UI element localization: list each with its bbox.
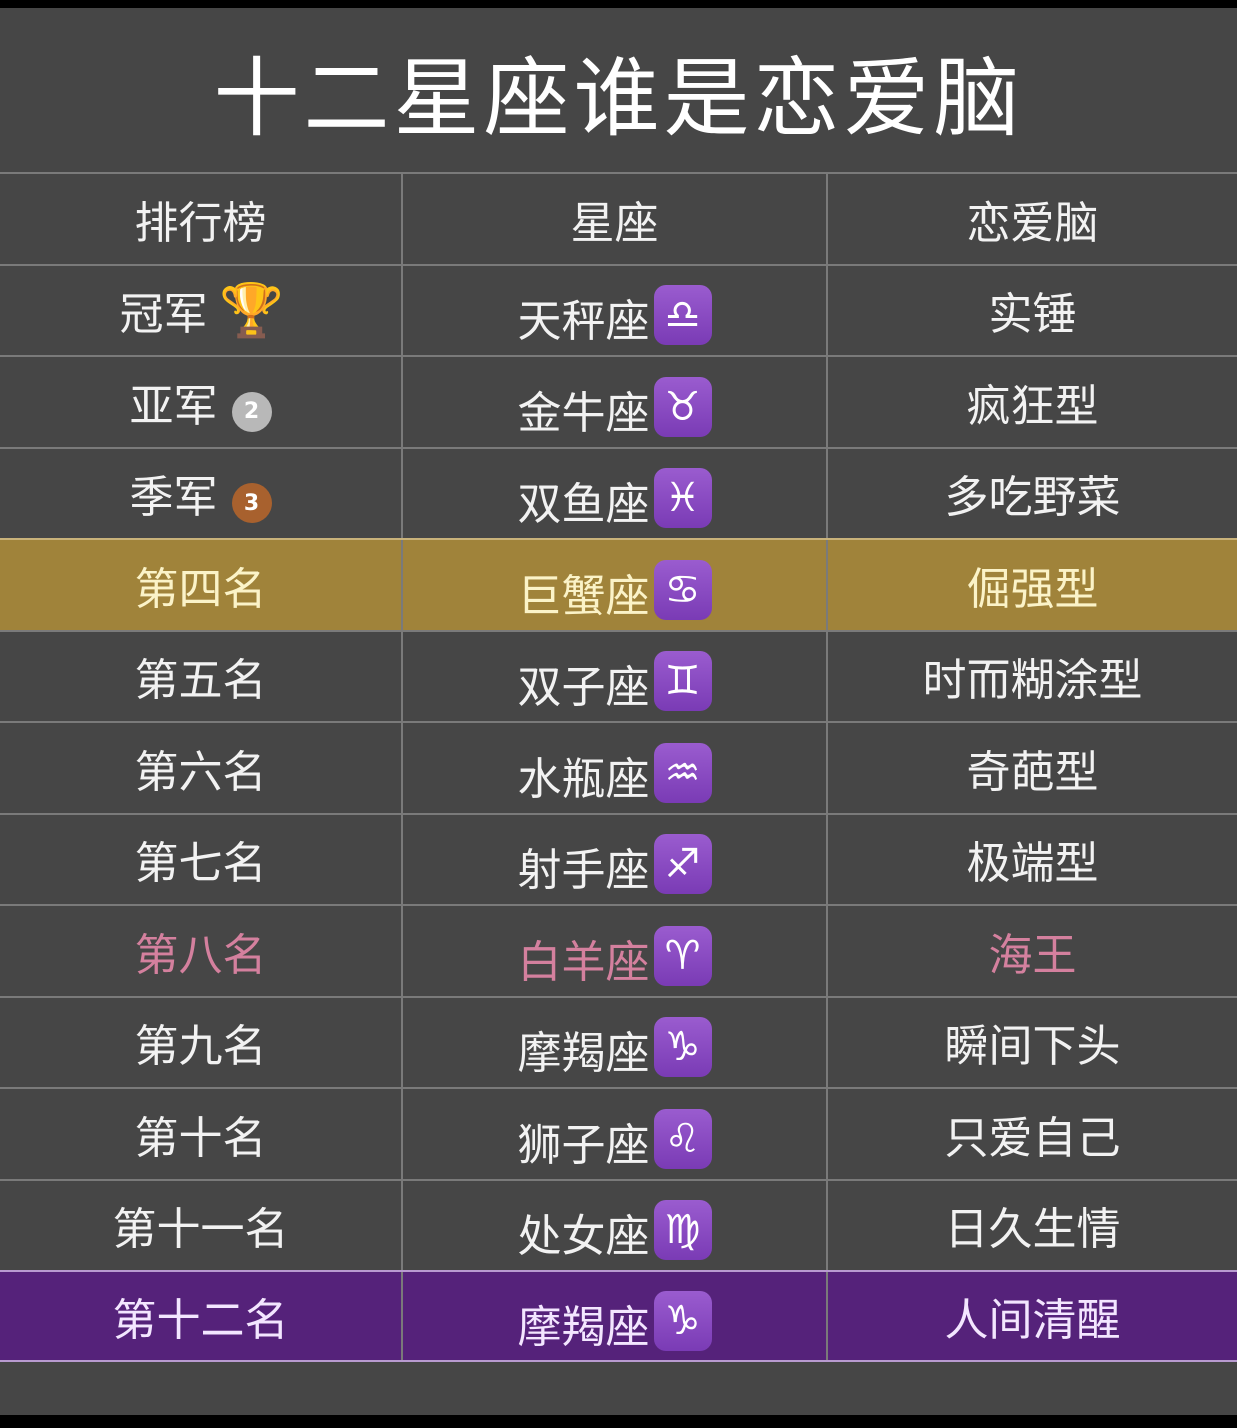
rank-label: 第十一名 (112, 1204, 289, 1256)
sign-label: 处女座 (517, 1211, 650, 1263)
zodiac-symbol-icon: ♐ (653, 834, 712, 895)
sign-cell: 金牛座 ♉ (403, 357, 828, 447)
rank-cell: 第十名 (0, 1089, 403, 1179)
silver-medal-icon: 2 (231, 391, 272, 432)
zodiac-symbol-icon: ♓ (653, 468, 712, 529)
sign-cell: 白羊座 ♈ (403, 906, 828, 996)
sign-label: 水瓶座 (517, 753, 650, 805)
table-row: 冠军 🏆 天秤座 ♎ 实锤 (0, 263, 1237, 355)
sign-label: 巨蟹座 (517, 570, 650, 622)
sign-cell: 巨蟹座 ♋ (403, 540, 828, 630)
rank-cell: 季军 3 (0, 448, 403, 538)
rank-label: 第十名 (134, 1112, 267, 1164)
zodiac-symbol-icon: ♍ (653, 1200, 712, 1261)
header-rank: 排行榜 (0, 174, 403, 264)
rank-cell: 第六名 (0, 723, 403, 813)
table-row: 第五名 双子座 ♊ 时而糊涂型 (0, 629, 1237, 721)
rank-cell: 第七名 (0, 814, 403, 904)
sign-label: 双鱼座 (517, 479, 650, 531)
zodiac-symbol-icon: ♑ (653, 1290, 712, 1351)
sign-label: 天秤座 (517, 296, 650, 348)
bronze-medal-icon: 3 (231, 483, 272, 524)
ranking-table: 排行榜 星座 恋爱脑 冠军 🏆 天秤座 ♎ 实锤亚军 2 金牛座 ♉ 疯狂型季军 3 双鱼… (0, 172, 1237, 1362)
rank-label: 季军 (129, 472, 218, 524)
rank-label: 第十二名 (112, 1294, 289, 1346)
header-sign: 星座 (403, 174, 828, 264)
type-cell: 日久生情 (944, 1204, 1121, 1256)
rank-cell: 第四名 (0, 540, 403, 630)
type-cell: 时而糊涂型 (922, 655, 1143, 707)
table-row: 第十名 狮子座 ♌ 只爱自己 (0, 1087, 1237, 1179)
table-row: 第十一名 处女座 ♍ 日久生情 (0, 1178, 1237, 1270)
rank-label: 第六名 (134, 746, 267, 798)
table-row: 亚军 2 金牛座 ♉ 疯狂型 (0, 355, 1237, 447)
sign-label: 摩羯座 (517, 1028, 650, 1080)
type-cell: 倔强型 (966, 563, 1099, 615)
sign-cell: 摩羯座 ♑ (403, 1272, 828, 1360)
rank-label: 第七名 (134, 838, 267, 890)
zodiac-symbol-icon: ♌ (653, 1108, 712, 1169)
type-cell: 海王 (988, 929, 1077, 981)
rank-cell: 亚军 2 (0, 357, 403, 447)
sign-cell: 射手座 ♐ (403, 814, 828, 904)
zodiac-symbol-icon: ♑ (653, 1017, 712, 1078)
rank-label: 第四名 (134, 563, 267, 615)
type-cell: 瞬间下头 (944, 1021, 1121, 1073)
type-cell: 人间清醒 (944, 1294, 1121, 1346)
header-row: 排行榜 星座 恋爱脑 (0, 172, 1237, 264)
rank-cell: 第八名 (0, 906, 403, 996)
table-row: 季军 3 双鱼座 ♓ 多吃野菜 (0, 446, 1237, 538)
rank-label: 第五名 (134, 655, 267, 707)
sign-cell: 天秤座 ♎ (403, 265, 828, 355)
type-cell: 实锤 (988, 289, 1077, 341)
zodiac-symbol-icon: ♋ (653, 559, 712, 620)
rank-cell: 第十一名 (0, 1180, 403, 1270)
table-row: 第十二名 摩羯座 ♑ 人间清醒 (0, 1270, 1237, 1362)
sign-label: 白羊座 (517, 936, 650, 988)
sign-label: 射手座 (517, 845, 650, 897)
table-row: 第九名 摩羯座 ♑ 瞬间下头 (0, 995, 1237, 1087)
table-row: 第七名 射手座 ♐ 极端型 (0, 812, 1237, 904)
zodiac-symbol-icon: ♈ (653, 925, 712, 986)
zodiac-symbol-icon: ♊ (653, 651, 712, 712)
rank-cell: 第九名 (0, 997, 403, 1087)
table-row: 第四名 巨蟹座 ♋ 倔强型 (0, 538, 1237, 630)
sign-label: 双子座 (517, 662, 650, 714)
page: 十二星座谁是恋爱脑 排行榜 星座 恋爱脑 冠军 🏆 天秤座 ♎ 实锤亚军 2 金牛座 ♉… (0, 8, 1237, 1415)
table-row: 第六名 水瓶座 ♒ 奇葩型 (0, 721, 1237, 813)
zodiac-symbol-icon: ♒ (653, 742, 712, 803)
zodiac-symbol-icon: ♎ (653, 285, 712, 346)
sign-cell: 摩羯座 ♑ (403, 997, 828, 1087)
sign-cell: 双子座 ♊ (403, 631, 828, 721)
type-cell: 奇葩型 (966, 746, 1099, 798)
zodiac-symbol-icon: ♉ (653, 376, 712, 437)
sign-cell: 处女座 ♍ (403, 1180, 828, 1270)
rank-label: 亚军 (129, 380, 218, 432)
sign-cell: 双鱼座 ♓ (403, 448, 828, 538)
sign-label: 狮子座 (517, 1119, 650, 1171)
rank-label: 第九名 (134, 1021, 267, 1073)
rank-cell: 冠军 🏆 (0, 265, 403, 355)
type-cell: 疯狂型 (966, 380, 1099, 432)
sign-label: 摩羯座 (517, 1301, 650, 1353)
type-cell: 极端型 (966, 838, 1099, 890)
sign-cell: 水瓶座 ♒ (403, 723, 828, 813)
sign-cell: 狮子座 ♌ (403, 1089, 828, 1179)
rank-label: 冠军 (119, 289, 208, 341)
rank-cell: 第十二名 (0, 1272, 403, 1360)
header-type: 恋爱脑 (966, 197, 1099, 249)
sign-label: 金牛座 (517, 387, 650, 439)
rank-label: 第八名 (134, 929, 267, 981)
trophy-icon: 🏆 (219, 280, 284, 341)
type-cell: 多吃野菜 (944, 472, 1121, 524)
page-title: 十二星座谁是恋爱脑 (213, 48, 1024, 149)
rank-cell: 第五名 (0, 631, 403, 721)
table-row: 第八名 白羊座 ♈ 海王 (0, 904, 1237, 996)
type-cell: 只爱自己 (944, 1112, 1121, 1164)
